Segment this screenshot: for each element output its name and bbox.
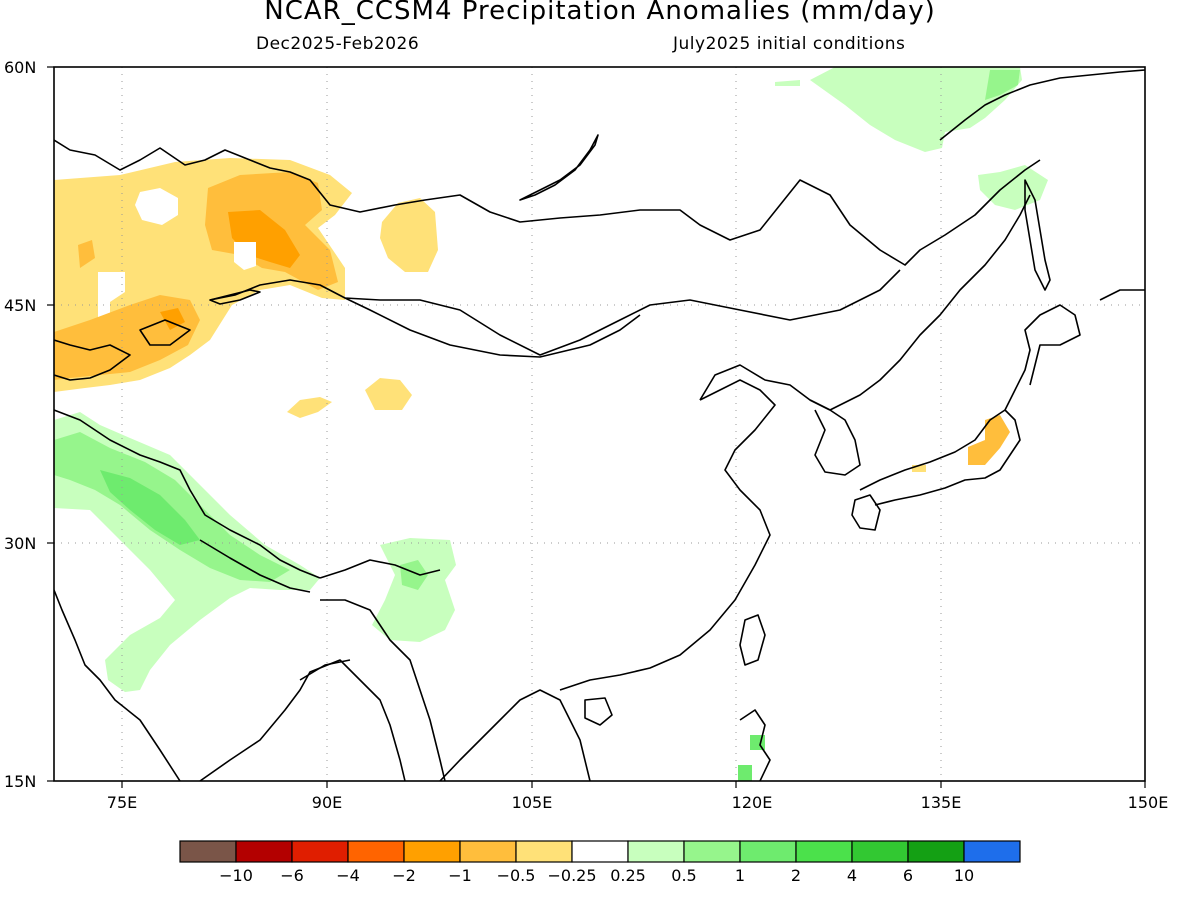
wet-strong-himalaya	[100, 470, 200, 545]
moderate-dry-small	[78, 240, 95, 268]
dry-patch-tarim-1	[365, 378, 412, 410]
colorbar-swatch	[907, 840, 965, 863]
colorbar-label: 6	[903, 866, 913, 885]
colorbar-swatch	[739, 840, 797, 863]
okhotsk-coast	[939, 69, 1145, 141]
colorbar-swatch	[179, 840, 237, 863]
colorbar-label: −1	[448, 866, 472, 885]
colorbar-swatch	[235, 840, 293, 863]
colorbar-swatch	[347, 840, 405, 863]
colorbar-label: −4	[336, 866, 360, 885]
colorbar-swatch	[515, 840, 573, 863]
coastlines-and-borders	[54, 69, 1145, 781]
lat-label: 15N	[4, 772, 36, 791]
colorbar-swatch	[403, 840, 461, 863]
wet-strip-siberia	[775, 80, 800, 86]
india-east-coast	[199, 659, 406, 781]
colorbar-label: 4	[847, 866, 857, 885]
japan-honshu	[859, 409, 1021, 506]
colorbar-label: −2	[392, 866, 416, 885]
northern-border	[54, 139, 1041, 266]
caspian-coast	[54, 339, 131, 381]
colorbar-swatch	[795, 840, 853, 863]
wet-anomaly-sakhalin	[978, 165, 1048, 210]
map-title: NCAR_CCSM4 Precipitation Anomalies (mm/d…	[264, 0, 936, 26]
map-frame	[53, 66, 1146, 782]
forecast-period: Dec2025-Feb2026	[256, 34, 420, 54]
wet-moderate-siberia	[985, 70, 1020, 100]
china-mongolia-border	[344, 297, 641, 358]
korea	[809, 399, 861, 476]
philippines	[739, 709, 771, 781]
colorbar-swatch	[291, 840, 349, 863]
burma-border	[320, 599, 446, 781]
tibet-border	[319, 559, 441, 579]
colorbar-swatch	[459, 840, 517, 863]
colorbar-label: 2	[791, 866, 801, 885]
lon-label: 75E	[107, 793, 137, 812]
india-nepal-border	[199, 539, 311, 593]
white-hole-1	[135, 188, 178, 225]
colorbar-label: 10	[954, 866, 974, 885]
white-hole-3	[234, 242, 256, 270]
lat-label: 30N	[4, 534, 36, 553]
colorbar-label: 1	[735, 866, 745, 885]
axis-ticks	[47, 66, 1146, 788]
dry-patch-mongolia	[380, 198, 438, 272]
anomaly-shading	[54, 67, 1048, 781]
colorbar-label: 0.5	[671, 866, 696, 885]
lon-label: 90E	[312, 793, 342, 812]
aral-border	[139, 319, 191, 346]
china-south-coast	[559, 379, 776, 691]
northeast-china	[829, 194, 1031, 411]
hainan	[584, 697, 613, 726]
white-hole-2	[98, 272, 125, 318]
colorbar-label: 0.25	[610, 866, 646, 885]
wet-moderate-yunnan	[400, 560, 428, 590]
colorbar-swatch	[963, 840, 1021, 863]
initial-conditions: July2025 initial conditions	[673, 34, 906, 54]
wet-anomaly-siberia	[810, 67, 1022, 152]
sakhalin	[1024, 179, 1051, 291]
lat-label: 45N	[4, 296, 36, 315]
wet-anomaly-yunnan	[372, 538, 456, 642]
strong-dry-core	[228, 210, 300, 268]
colorbar-swatch	[683, 840, 741, 863]
colorbar-swatch	[851, 840, 909, 863]
bohai-coast	[699, 364, 831, 411]
longitude-labels: 75E 90E 105E 120E 135E 150E	[107, 793, 1169, 812]
taiwan	[739, 614, 766, 666]
pamir-border	[54, 409, 321, 579]
indochina-coast	[439, 689, 591, 781]
colorbar-label: −6	[280, 866, 304, 885]
india-coast-west	[54, 589, 181, 781]
bangladesh-coast	[299, 659, 351, 681]
colorbar-label: −10	[219, 866, 253, 885]
kamchatka-hint	[1099, 289, 1145, 301]
lon-label: 135E	[921, 793, 962, 812]
colorbar-swatch	[571, 840, 629, 863]
kyushu	[851, 494, 881, 531]
baikal	[519, 134, 599, 201]
strong-dry-west	[160, 308, 185, 330]
japan-north	[1004, 304, 1081, 411]
balkhash	[209, 289, 261, 305]
colorbar: −10 −6 −4 −2 −1 −0.5 −0.25 0.25 0.5 1 2 4 6 10	[179, 840, 1021, 885]
lat-label: 60N	[4, 58, 36, 77]
lon-label: 105E	[512, 793, 553, 812]
dry-patch-japan	[968, 415, 1010, 465]
colorbar-label: −0.5	[497, 866, 536, 885]
kazakh-china-border	[209, 269, 901, 356]
lon-label: 120E	[732, 793, 773, 812]
colorbar-swatch	[627, 840, 685, 863]
wet-patch-luzon	[738, 765, 752, 781]
lon-label: 150E	[1128, 793, 1169, 812]
dry-patch-tarim-2	[287, 397, 332, 418]
map-gridlines	[54, 67, 1145, 781]
latitude-labels: 60N 45N 30N 15N	[4, 58, 36, 791]
colorbar-label: −0.25	[547, 866, 596, 885]
